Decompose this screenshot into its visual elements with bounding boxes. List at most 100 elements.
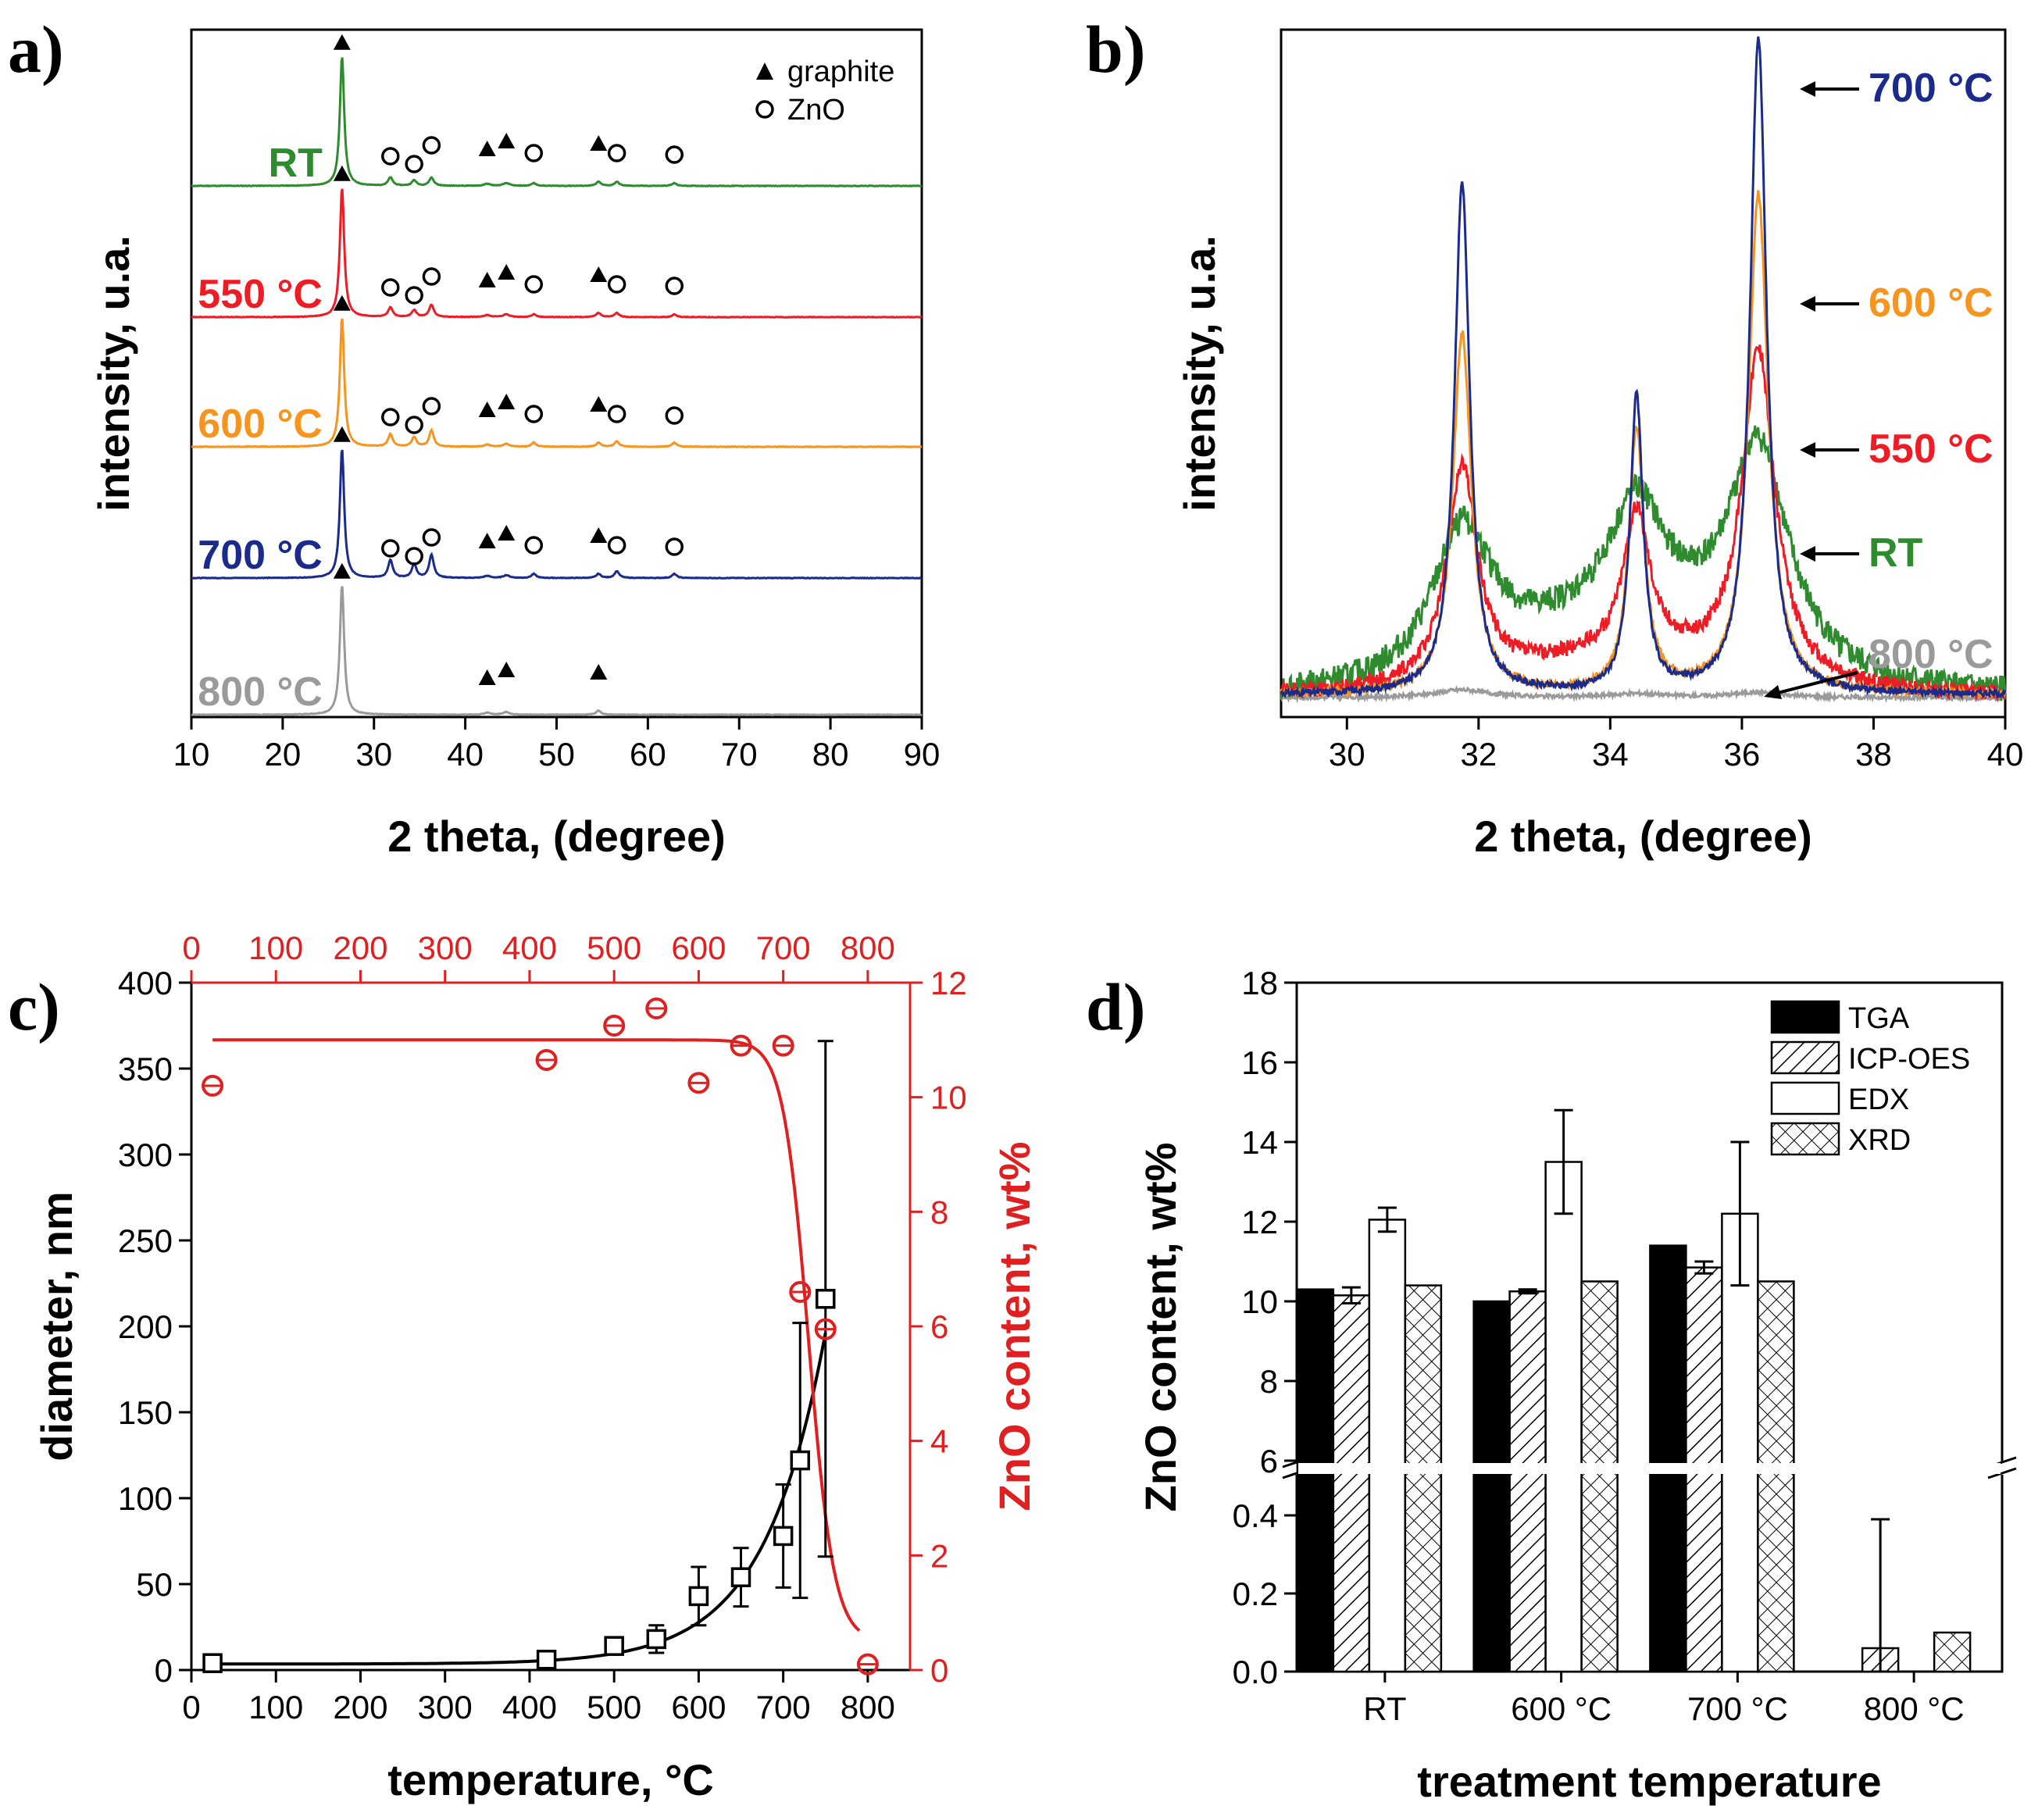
legend-label-icp-oes: ICP-OES — [1848, 1043, 1970, 1076]
legend-swatch-xrd — [1770, 1122, 1840, 1156]
graphite-marker — [590, 266, 608, 282]
top-tick-label-c: 400 — [502, 930, 557, 966]
x-tick-label-c: 800 — [841, 1689, 895, 1725]
y-tick-label-d: 8 — [1260, 1363, 1278, 1400]
top-tick-label-c: 300 — [418, 930, 473, 966]
diameter-point — [604, 1636, 624, 1656]
y-axis-label-a: intensity, u.a. — [89, 235, 138, 512]
y-tick-label-c: 100 — [118, 1480, 173, 1517]
x-tick-label-c: 0 — [182, 1689, 200, 1725]
y-right-tick-label-c: 10 — [930, 1080, 967, 1116]
zno-marker — [405, 155, 423, 173]
y-right-axis-label-c: ZnO content, wt% — [990, 1142, 1039, 1511]
panel-a-xrd-overview: a) 10 20 30 40 50 60 70 80 90 2 theta, (degree) int… — [8, 12, 940, 861]
zno-marker — [381, 408, 400, 426]
y-tick-label-c: 300 — [118, 1137, 173, 1173]
zno-marker — [607, 536, 626, 555]
panel-d-zno-content-bars: d) 6 8 10 12 14 16 18 0.0 0.2 0.4 treatment tempera… — [1086, 965, 2018, 1806]
zno-marker — [607, 405, 626, 423]
y-right-tick-label-c: 6 — [930, 1308, 948, 1345]
y-tick-label-c: 50 — [136, 1566, 173, 1603]
x-tick-label-d: RT — [1363, 1690, 1406, 1727]
panel-letter-d: d) — [1086, 969, 1145, 1044]
graphite-marker — [333, 294, 351, 311]
zoom-trace-800C — [1280, 685, 2007, 704]
y-tick-label-d: 0.4 — [1233, 1497, 1278, 1534]
axis-break-gap-bars — [1298, 1463, 2001, 1474]
x-tick-label-a: 60 — [630, 736, 666, 773]
xrd-trace-800C — [191, 586, 923, 717]
bar-edx-0 — [1368, 1219, 1407, 1673]
zno-marker — [381, 539, 400, 558]
diameter-point — [730, 1567, 751, 1587]
series-label-a: 600 °C — [198, 401, 323, 447]
legend-swatch-icp-oes — [1770, 1040, 1840, 1075]
zno-fit-line — [212, 1038, 861, 1632]
legend-label-xrd: XRD — [1848, 1124, 1911, 1157]
diameter-fit-line — [212, 1332, 827, 1666]
x-tick-label-a: 80 — [812, 736, 849, 773]
bar-tga-1 — [1472, 1300, 1511, 1673]
series-label-a: 550 °C — [198, 272, 323, 317]
zno-content-point — [789, 1281, 812, 1303]
top-tick-label-c: 100 — [248, 930, 303, 966]
graphite-marker — [498, 133, 516, 148]
panel-letter-c: c) — [8, 969, 60, 1044]
graphite-marker — [498, 525, 516, 541]
zno-marker — [422, 397, 441, 416]
label-arrow-head — [1800, 442, 1815, 458]
top-tick-label-c: 800 — [841, 930, 895, 966]
x-tick-label-b: 40 — [1987, 736, 2024, 773]
zno-marker — [422, 528, 441, 547]
series-label-b: 700 °C — [1869, 66, 1994, 111]
y-tick-label-d: 18 — [1241, 965, 1278, 1001]
graphite-marker — [478, 533, 496, 548]
x-tick-label-a: 10 — [173, 736, 210, 773]
bar-xrd-1 — [1580, 1280, 1619, 1673]
series-label-b: 600 °C — [1869, 280, 1994, 326]
series-label-a: 800 °C — [198, 669, 323, 715]
legend-zno-label: ZnO — [787, 94, 845, 127]
zno-marker — [524, 275, 544, 294]
legend-graphite-label: graphite — [787, 55, 894, 88]
graphite-marker — [478, 401, 496, 417]
zno-marker — [422, 136, 441, 155]
graphite-marker — [590, 527, 608, 543]
diameter-point — [790, 1450, 811, 1471]
zno-content-point — [814, 1318, 837, 1340]
series-label-b: 550 °C — [1869, 426, 1994, 472]
y-right-tick-label-c: 12 — [930, 965, 967, 1001]
bar-xrd-2 — [1757, 1280, 1795, 1673]
zno-marker — [665, 145, 684, 164]
series-label-b: 800 °C — [1869, 632, 1994, 677]
diameter-point — [536, 1650, 557, 1670]
xrd-trace-600C — [191, 318, 923, 449]
graphite-marker — [498, 264, 516, 280]
zno-marker — [665, 537, 684, 556]
xrd-trace-700C — [191, 449, 923, 580]
y-tick-label-c: 0 — [155, 1652, 173, 1689]
top-tick-label-c: 0 — [182, 930, 200, 966]
xrd-trace-550C — [191, 188, 923, 319]
x-tick-label-d: 700 °C — [1687, 1690, 1788, 1727]
top-tick-label-c: 200 — [333, 930, 387, 966]
zno-content-point — [687, 1072, 710, 1094]
zno-content-point — [856, 1653, 879, 1675]
zno-content-point — [772, 1034, 794, 1057]
x-axis-label-d: treatment temperature — [1417, 1757, 1881, 1806]
zno-marker — [524, 405, 544, 423]
panel-letter-b: b) — [1086, 12, 1145, 87]
legend-zno-marker — [755, 100, 774, 119]
x-axis-label-a: 2 theta, (degree) — [387, 812, 726, 861]
x-axis-label-c: temperature, °C — [387, 1755, 714, 1804]
graphite-marker — [333, 165, 351, 181]
x-tick-label-c: 300 — [418, 1689, 473, 1725]
x-tick-label-b: 32 — [1460, 736, 1497, 773]
x-axis-label-b: 2 theta, (degree) — [1474, 812, 1812, 861]
x-tick-label-b: 34 — [1592, 736, 1629, 773]
graphite-marker — [498, 394, 516, 409]
x-tick-label-d: 800 °C — [1864, 1690, 1965, 1727]
legend-swatch-edx — [1770, 1081, 1840, 1115]
bar-tga-0 — [1296, 1288, 1335, 1673]
